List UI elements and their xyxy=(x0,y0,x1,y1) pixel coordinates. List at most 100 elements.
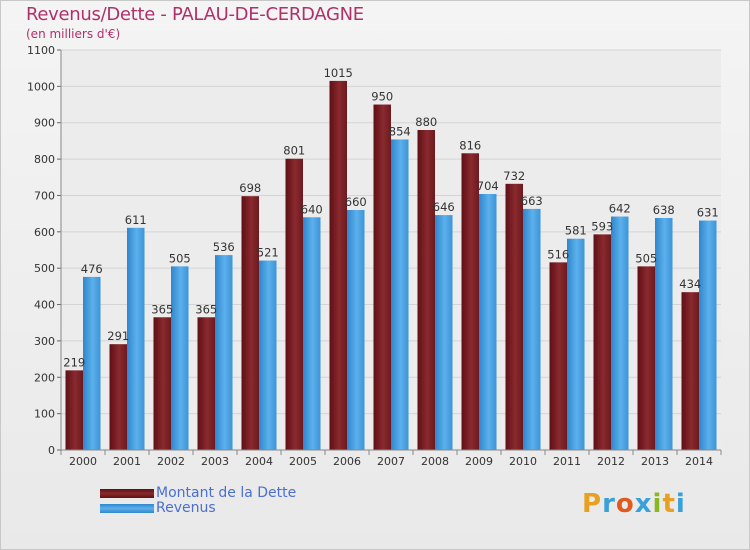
data-label-revenus-2005: 640 xyxy=(301,202,323,216)
data-label-debt-2007: 950 xyxy=(371,90,393,104)
bar-debt-2008 xyxy=(417,130,435,450)
bar-revenus-2003 xyxy=(215,255,233,450)
data-label-revenus-2003: 536 xyxy=(213,240,235,254)
data-label-revenus-2012: 642 xyxy=(609,202,631,216)
x-tick-label: 2011 xyxy=(553,455,581,468)
data-label-debt-2001: 291 xyxy=(107,329,129,343)
x-tick-label: 2005 xyxy=(289,455,317,468)
y-tick-label: 1000 xyxy=(27,80,55,93)
y-tick-label: 0 xyxy=(48,444,55,457)
data-label-debt-2013: 505 xyxy=(635,251,657,265)
legend: Montant de la Dette Revenus xyxy=(100,486,296,516)
data-label-revenus-2004: 521 xyxy=(257,246,279,260)
logo-letter: x xyxy=(634,489,653,519)
bar-debt-2011 xyxy=(549,262,567,450)
x-tick-label: 2003 xyxy=(201,455,229,468)
data-label-revenus-2007: 854 xyxy=(389,124,411,138)
bar-revenus-2000 xyxy=(83,276,101,450)
x-tick-label: 2000 xyxy=(69,455,97,468)
data-label-debt-2009: 816 xyxy=(459,138,481,152)
logo-letter: o xyxy=(615,489,635,519)
logo-letter: r xyxy=(602,489,616,519)
y-tick-label: 1100 xyxy=(27,44,55,57)
data-label-revenus-2002: 505 xyxy=(169,251,191,265)
data-label-revenus-2008: 646 xyxy=(433,200,455,214)
logo-letter: P xyxy=(582,489,603,519)
bar-debt-2006 xyxy=(329,80,347,450)
x-tick-label: 2013 xyxy=(641,455,669,468)
data-label-revenus-2013: 638 xyxy=(653,203,675,217)
bar-revenus-2009 xyxy=(479,194,497,450)
y-tick-label: 800 xyxy=(34,153,55,166)
bar-debt-2000 xyxy=(65,370,83,450)
chart-title: Revenus/Dette - PALAU-DE-CERDAGNE xyxy=(26,4,364,25)
bar-revenus-2004 xyxy=(259,260,277,450)
data-label-debt-2005: 801 xyxy=(283,144,305,158)
x-tick-label: 2001 xyxy=(113,455,141,468)
bar-revenus-2001 xyxy=(127,227,145,450)
data-label-debt-2003: 365 xyxy=(195,302,217,316)
bar-debt-2014 xyxy=(681,292,699,450)
x-tick-label: 2014 xyxy=(685,455,713,468)
x-tick-label: 2008 xyxy=(421,455,449,468)
legend-label-debt: Montant de la Dette xyxy=(156,485,297,501)
bar-revenus-2008 xyxy=(435,215,453,450)
data-label-debt-2008: 880 xyxy=(415,115,437,129)
x-tick-label: 2010 xyxy=(509,455,537,468)
data-label-debt-2011: 516 xyxy=(547,247,569,261)
y-tick-label: 400 xyxy=(34,299,55,312)
legend-swatch-revenus xyxy=(100,504,154,513)
legend-item-revenus: Revenus xyxy=(100,501,296,516)
data-label-revenus-2009: 704 xyxy=(477,179,499,193)
x-tick-label: 2007 xyxy=(377,455,405,468)
data-label-revenus-2014: 631 xyxy=(697,206,719,220)
bar-revenus-2005 xyxy=(303,217,321,450)
data-label-revenus-2000: 476 xyxy=(81,262,103,276)
data-label-debt-2002: 365 xyxy=(151,302,173,316)
y-tick-label: 300 xyxy=(34,335,55,348)
bar-revenus-2010 xyxy=(523,208,541,450)
bar-debt-2002 xyxy=(153,317,171,450)
data-label-debt-2012: 593 xyxy=(591,219,613,233)
x-tick-label: 2002 xyxy=(157,455,185,468)
bar-revenus-2002 xyxy=(171,266,189,450)
data-label-revenus-2011: 581 xyxy=(565,224,587,238)
logo-letter: i xyxy=(652,489,663,519)
chart-subtitle: (en milliers d'€) xyxy=(26,27,121,41)
x-tick-label: 2012 xyxy=(597,455,625,468)
x-tick-label: 2006 xyxy=(333,455,361,468)
y-tick-label: 200 xyxy=(34,371,55,384)
bar-revenus-2014 xyxy=(699,220,717,450)
y-tick-label: 600 xyxy=(34,226,55,239)
legend-item-debt: Montant de la Dette xyxy=(100,486,296,501)
bar-debt-2012 xyxy=(593,234,611,450)
data-label-revenus-2010: 663 xyxy=(521,194,543,208)
bar-debt-2013 xyxy=(637,266,655,450)
data-label-debt-2004: 698 xyxy=(239,181,261,195)
legend-swatch-debt xyxy=(100,489,154,498)
y-tick-label: 100 xyxy=(34,408,55,421)
data-label-debt-2006: 1015 xyxy=(324,66,353,80)
data-label-debt-2000: 219 xyxy=(63,355,85,369)
data-label-debt-2014: 434 xyxy=(679,277,701,291)
data-label-revenus-2006: 660 xyxy=(345,195,367,209)
x-tick-label: 2004 xyxy=(245,455,273,468)
bar-revenus-2013 xyxy=(655,218,673,450)
data-label-revenus-2001: 611 xyxy=(125,213,147,227)
bar-debt-2005 xyxy=(285,158,303,450)
y-tick-label: 700 xyxy=(34,189,55,202)
bar-debt-2004 xyxy=(241,196,259,450)
x-tick-label: 2009 xyxy=(465,455,493,468)
data-label-debt-2010: 732 xyxy=(503,169,525,183)
bar-debt-2001 xyxy=(109,344,127,450)
proxiti-logo: Proxiti xyxy=(582,489,686,519)
bar-debt-2009 xyxy=(461,153,479,451)
bar-revenus-2012 xyxy=(611,216,629,450)
legend-label-revenus: Revenus xyxy=(156,500,216,516)
bar-debt-2007 xyxy=(373,104,391,450)
y-tick-label: 500 xyxy=(34,262,55,275)
logo-letter: i xyxy=(675,489,686,519)
bar-revenus-2007 xyxy=(391,139,409,451)
logo-letter: t xyxy=(662,489,676,519)
